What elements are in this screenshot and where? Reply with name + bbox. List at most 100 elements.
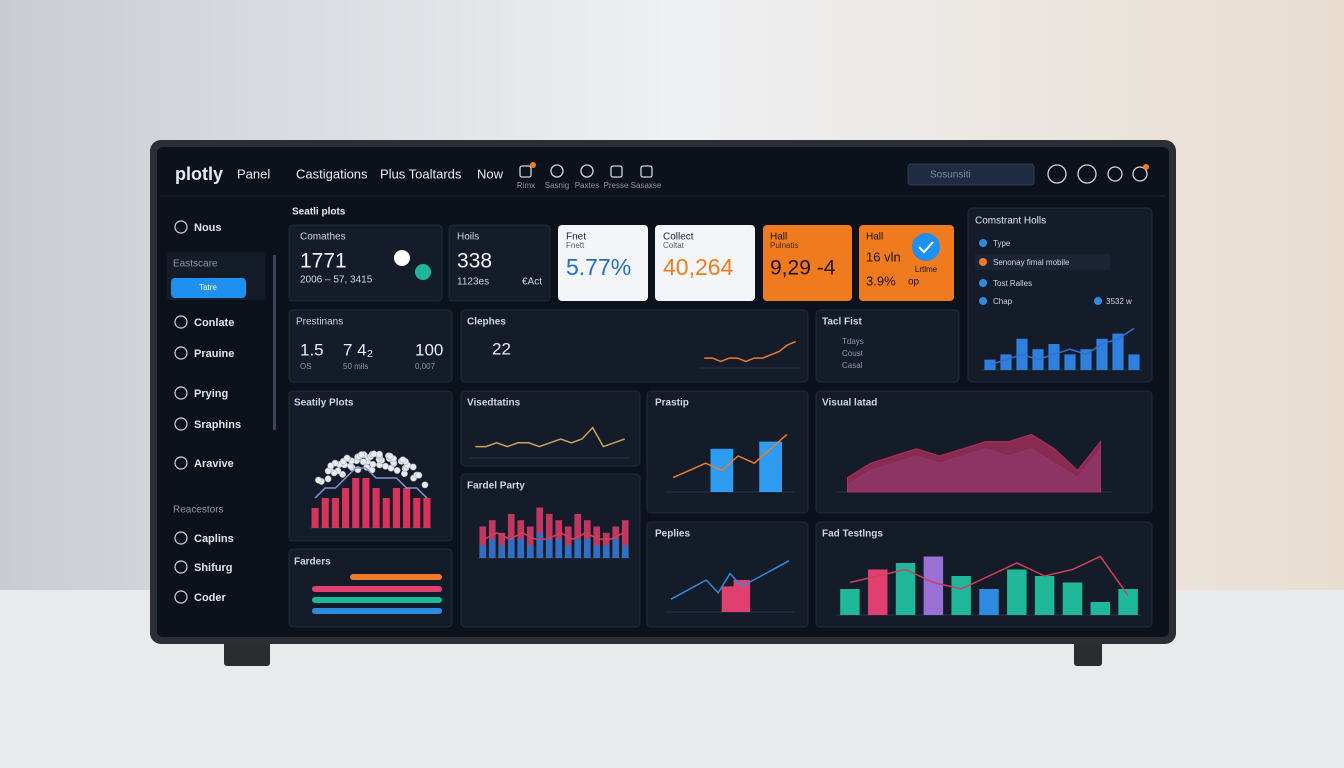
kpi-title: Fnet — [566, 232, 586, 243]
search-box[interactable] — [907, 163, 1035, 186]
line — [704, 340, 797, 363]
legend-item: Chap — [993, 297, 1013, 306]
sidebar-item[interactable]: Prauine — [194, 348, 234, 360]
tool-label[interactable]: Sasaxse — [631, 181, 662, 190]
sidebar-item[interactable]: Sraphins — [194, 419, 241, 431]
legend-item: Senonay fimal mobile — [993, 258, 1070, 267]
bar — [1090, 602, 1111, 615]
dot — [339, 470, 346, 478]
bar — [507, 513, 515, 558]
panel-title: Clephes — [467, 317, 506, 328]
sidebar-item[interactable]: Shifurg — [194, 562, 233, 574]
panel-stat: 3532 w — [1106, 297, 1132, 306]
stat-sub: 50 mils — [343, 362, 368, 371]
button-label: Tatre — [199, 283, 217, 292]
bar — [372, 488, 380, 528]
bar — [382, 498, 390, 528]
kpi-note: 2006 – 57, 3415 — [300, 275, 373, 286]
bar — [545, 513, 553, 558]
bar — [507, 539, 515, 558]
tool-label[interactable]: Rimx — [517, 181, 535, 190]
kpi-title: Hall — [770, 232, 787, 243]
bar — [342, 488, 350, 528]
kpi-title: Hoils — [457, 232, 479, 243]
badge — [1143, 164, 1149, 170]
kpi-icon — [912, 233, 940, 261]
button[interactable] — [171, 278, 246, 298]
sidebar-item[interactable]: Aravive — [194, 458, 234, 470]
stat-value: 100 — [415, 340, 443, 359]
sidebar-item[interactable]: Prying — [194, 388, 228, 400]
bar — [621, 520, 629, 558]
stat-sub: 0,007 — [415, 362, 436, 371]
legend-dot — [1094, 297, 1102, 305]
panel-title: Comstrant Holls — [975, 216, 1046, 227]
kpi-title: Comathes — [300, 232, 346, 243]
bar — [1048, 344, 1060, 370]
sidebar-item[interactable]: Caplins — [194, 533, 234, 545]
check — [918, 241, 934, 254]
sidebar-item[interactable]: Conlate — [194, 317, 234, 329]
stat-sub: OS — [300, 362, 312, 371]
bar — [564, 526, 572, 558]
page-title: Seatli plots — [292, 207, 346, 218]
dot — [358, 451, 365, 459]
tool-label[interactable]: Paxtes — [575, 181, 599, 190]
legend-dot — [979, 279, 987, 287]
dot — [359, 458, 367, 466]
bar — [413, 498, 421, 528]
bar — [498, 545, 506, 558]
kpi-sub: Coltat — [663, 241, 685, 250]
bar — [555, 539, 563, 558]
bar — [517, 539, 525, 558]
stat-value: 1.5 — [300, 340, 324, 359]
line — [849, 555, 1129, 596]
area — [847, 433, 1101, 493]
search-placeholder: Sosunsiti — [930, 170, 971, 181]
panel-title: Seatily Plots — [294, 398, 354, 409]
panel-title: Tacl Fist — [822, 317, 862, 328]
panel-title: Fardel Party — [467, 481, 525, 492]
kpi-extra: op — [908, 277, 920, 288]
line — [475, 426, 625, 448]
kpi-icon — [415, 264, 431, 280]
line — [314, 467, 428, 499]
line — [672, 433, 788, 479]
scrollbar — [273, 255, 276, 430]
bar — [1112, 333, 1124, 370]
sidebar-item[interactable]: Coder — [194, 592, 227, 604]
legend-item: Tost Ralles — [993, 279, 1032, 288]
header-icons[interactable] — [1047, 164, 1148, 184]
nav-item[interactable]: Castigations — [296, 166, 368, 181]
kpi-value: 9,29 -4 — [770, 257, 836, 280]
bar — [352, 478, 360, 528]
dot — [409, 463, 417, 471]
bar — [1007, 569, 1027, 615]
bar — [612, 539, 620, 558]
stat-value: 7 4₂ — [343, 340, 373, 359]
line — [670, 560, 790, 600]
bar — [602, 545, 610, 558]
bar — [1064, 354, 1076, 370]
tool-label[interactable]: Presse — [604, 181, 629, 190]
list-row: Coust — [842, 349, 864, 358]
bar — [545, 539, 553, 558]
kpi-value: 1771 — [300, 250, 347, 273]
kpi-value: 40,264 — [663, 254, 734, 280]
bar — [840, 589, 860, 615]
stand — [1074, 640, 1102, 666]
line — [483, 531, 625, 540]
legend-dot — [979, 258, 987, 266]
sidebar-item[interactable]: Nous — [194, 222, 222, 234]
bar — [593, 526, 601, 558]
stand — [224, 640, 270, 666]
dot — [324, 475, 332, 483]
nav-item[interactable]: Plus Toaltards — [380, 166, 462, 181]
tool-label[interactable]: Sasnig — [545, 181, 569, 190]
bar — [733, 580, 751, 612]
bar — [321, 498, 329, 528]
panel-title: Visedtatins — [467, 398, 521, 409]
nav-item[interactable]: Now — [477, 166, 504, 181]
bar — [583, 539, 591, 558]
